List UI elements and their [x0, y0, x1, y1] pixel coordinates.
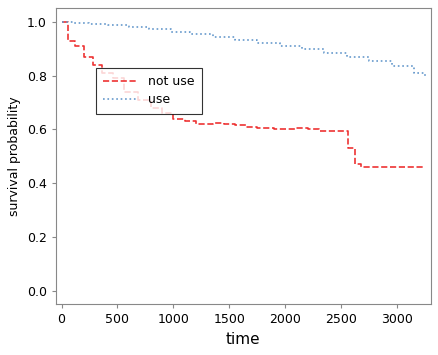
Y-axis label: survival probability: survival probability [8, 97, 21, 216]
X-axis label: time: time [226, 332, 260, 347]
Legend: not use, use: not use, use [95, 68, 202, 114]
